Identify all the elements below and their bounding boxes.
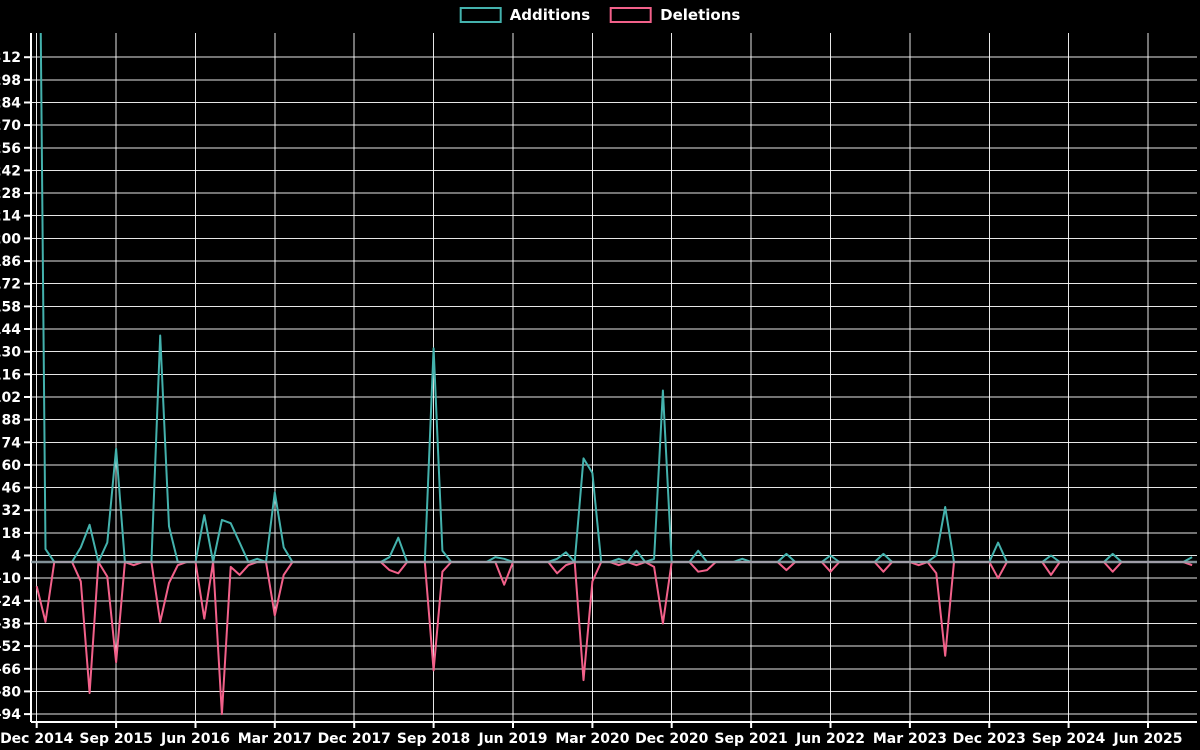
y-tick-label: 88 xyxy=(2,413,21,429)
y-tick-label: 158 xyxy=(0,299,21,315)
y-tick-label: 18 xyxy=(2,526,21,542)
x-tick-label: Mar 2020 xyxy=(555,731,629,747)
x-tick-label: Mar 2017 xyxy=(238,731,312,747)
y-tick-label: -38 xyxy=(0,617,21,633)
y-tick-label: -80 xyxy=(0,684,21,700)
y-tick-label: 186 xyxy=(0,254,21,270)
y-tick-label: 214 xyxy=(0,209,21,225)
x-tick-label: Sep 2015 xyxy=(79,731,152,747)
deletions-swatch-icon xyxy=(610,7,653,23)
legend-label-deletions: Deletions xyxy=(660,5,741,24)
x-tick-label: Jun 2022 xyxy=(795,731,865,747)
y-tick-label: 46 xyxy=(2,481,21,497)
y-tick-label: 256 xyxy=(0,141,21,157)
x-tick-label: Mar 2023 xyxy=(873,731,947,747)
x-tick-label: Dec 2020 xyxy=(635,731,709,747)
y-tick-label: 144 xyxy=(0,322,21,338)
x-tick-label: Sep 2021 xyxy=(714,731,787,747)
y-tick-label: 116 xyxy=(0,367,21,383)
y-tick-label: -52 xyxy=(0,639,21,655)
x-tick-label: Jun 2025 xyxy=(1113,731,1183,747)
y-tick-label: 32 xyxy=(2,503,21,519)
series-line-additions xyxy=(39,33,1193,563)
y-tick-label: 200 xyxy=(0,231,21,247)
y-tick-label: 130 xyxy=(0,345,21,361)
y-tick-label: 270 xyxy=(0,118,21,134)
y-tick-label: 312 xyxy=(0,50,21,66)
y-tick-label: 172 xyxy=(0,277,21,293)
additions-swatch-icon xyxy=(459,7,502,23)
y-tick-label: 242 xyxy=(0,163,21,179)
y-tick-label: 284 xyxy=(0,96,21,112)
legend-label-additions: Additions xyxy=(509,5,591,24)
legend-item-deletions[interactable]: Deletions xyxy=(610,7,740,23)
x-tick-label: Sep 2018 xyxy=(397,731,470,747)
y-tick-label: 4 xyxy=(11,549,21,565)
y-tick-label: 60 xyxy=(2,458,22,474)
y-tick-label: 102 xyxy=(0,390,21,406)
y-tick-label: -10 xyxy=(0,571,21,587)
y-tick-label: 228 xyxy=(0,186,21,202)
legend-item-additions[interactable]: Additions xyxy=(459,5,591,24)
chart-legend: Additions Deletions xyxy=(459,5,740,24)
x-tick-label: Dec 2017 xyxy=(318,731,391,747)
y-tick-label: -66 xyxy=(0,662,21,678)
x-tick-label: Dec 2014 xyxy=(0,731,74,747)
x-tick-label: Sep 2024 xyxy=(1032,731,1106,747)
series-line-deletions xyxy=(35,561,1193,716)
y-tick-label: -94 xyxy=(0,707,21,723)
y-tick-label: 74 xyxy=(2,435,22,451)
y-tick-label: 298 xyxy=(0,73,21,89)
y-tick-label: -24 xyxy=(0,594,21,610)
x-tick-label: Dec 2023 xyxy=(953,731,1026,747)
x-tick-label: Jun 2016 xyxy=(160,731,230,747)
x-tick-label: Jun 2019 xyxy=(478,731,548,747)
